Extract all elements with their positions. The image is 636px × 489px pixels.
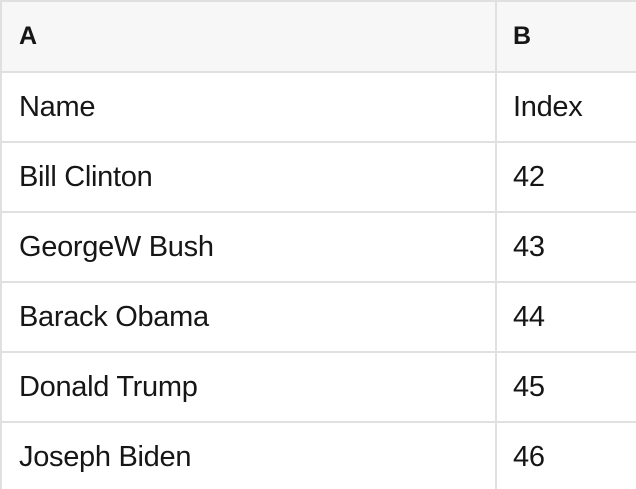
- cell-B1[interactable]: Index: [497, 73, 636, 141]
- column-header-b[interactable]: B: [497, 2, 636, 71]
- cell-A4[interactable]: Barack Obama: [2, 283, 497, 351]
- column-header-row: A B: [2, 2, 636, 73]
- cell-B5[interactable]: 45: [497, 353, 636, 421]
- cell-A4-text: Barack Obama: [19, 300, 209, 333]
- cell-B6-text: 46: [513, 440, 545, 473]
- cell-B3-text: 43: [513, 230, 545, 263]
- table-row: Joseph Biden 46: [2, 423, 636, 489]
- cell-B2[interactable]: 42: [497, 143, 636, 211]
- cell-A1[interactable]: Name: [2, 73, 497, 141]
- column-header-b-label: B: [513, 22, 532, 50]
- table-row: GeorgeW Bush 43: [2, 213, 636, 283]
- cell-A3-text: GeorgeW Bush: [19, 230, 214, 263]
- cell-A2-text: Bill Clinton: [19, 160, 153, 193]
- cell-A6-text: Joseph Biden: [19, 440, 192, 473]
- table-row: Bill Clinton 42: [2, 143, 636, 213]
- column-header-a-label: A: [19, 22, 38, 50]
- cell-B6[interactable]: 46: [497, 423, 636, 489]
- cell-B4-text: 44: [513, 300, 545, 333]
- cell-B2-text: 42: [513, 160, 545, 193]
- cell-A2[interactable]: Bill Clinton: [2, 143, 497, 211]
- table-row: Name Index: [2, 73, 636, 143]
- cell-A3[interactable]: GeorgeW Bush: [2, 213, 497, 281]
- column-header-a[interactable]: A: [2, 2, 497, 71]
- cell-B3[interactable]: 43: [497, 213, 636, 281]
- cell-B4[interactable]: 44: [497, 283, 636, 351]
- table-row: Barack Obama 44: [2, 283, 636, 353]
- cell-A6[interactable]: Joseph Biden: [2, 423, 497, 489]
- table-row: Donald Trump 45: [2, 353, 636, 423]
- cell-B1-text: Index: [513, 90, 583, 123]
- cell-A1-text: Name: [19, 90, 96, 123]
- cell-B5-text: 45: [513, 370, 545, 403]
- cell-A5[interactable]: Donald Trump: [2, 353, 497, 421]
- cell-A5-text: Donald Trump: [19, 370, 198, 403]
